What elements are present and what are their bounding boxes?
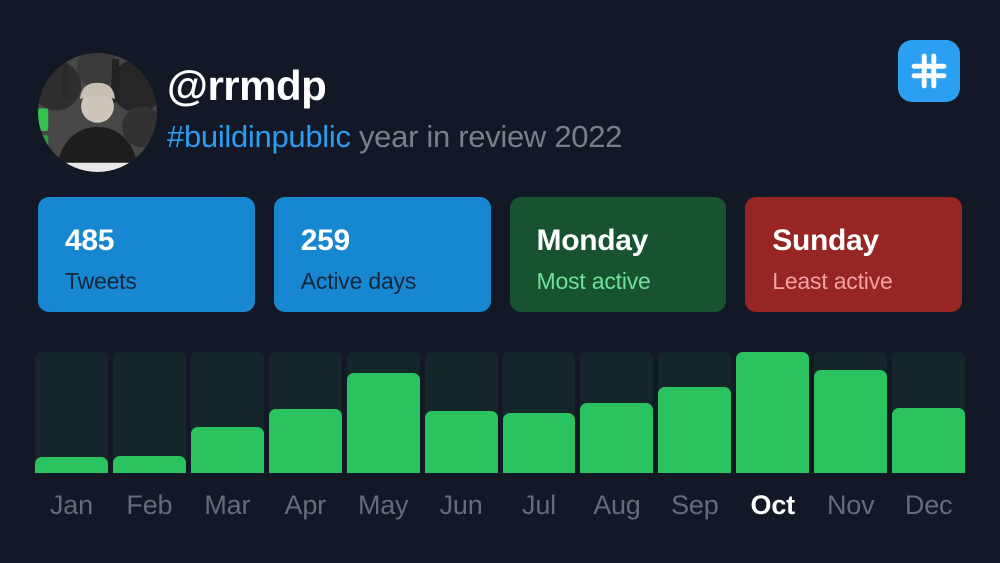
chart-column-sep xyxy=(658,352,732,473)
chart-column-oct xyxy=(736,352,810,473)
stats-row: 485 Tweets 259 Active days Monday Most active… xyxy=(38,197,962,312)
subtitle-rest: year in review 2022 xyxy=(350,119,623,155)
chart-column-jun xyxy=(424,352,498,473)
chart-column-feb xyxy=(112,352,186,473)
month-label-dec: Dec xyxy=(904,490,953,520)
chart-bar-jan xyxy=(35,457,108,473)
stat-card-tweets: 485 Tweets xyxy=(38,197,255,312)
month-label-may: May xyxy=(357,490,409,520)
chart-bar-dec xyxy=(892,407,966,473)
month-label-apr: Apr xyxy=(284,490,327,520)
hashtag: #buildinpublic xyxy=(167,119,351,155)
avatar-photo-placeholder xyxy=(38,53,157,172)
chart-bar-feb xyxy=(112,456,186,473)
chart-bar-may xyxy=(346,372,420,473)
chart-column-mar xyxy=(190,352,264,473)
month-label-sep: Sep xyxy=(671,490,719,520)
chart-column-aug xyxy=(580,352,654,473)
month-label-mar: Mar xyxy=(204,490,251,520)
chart-column-jan xyxy=(35,352,108,473)
stat-label: Least active xyxy=(772,268,893,294)
month-label-nov: Nov xyxy=(826,490,875,520)
monthly-activity-chart xyxy=(35,352,966,473)
stat-card-least-active: Sunday Least active xyxy=(745,197,962,312)
chart-column-nov xyxy=(814,352,888,473)
month-labels-row: Jan Feb Mar Apr May Jun Jul Aug Sep Oct Nov Dec xyxy=(35,490,965,521)
chart-column-dec xyxy=(892,352,966,473)
stat-card-most-active: Monday Most active xyxy=(509,197,727,312)
stat-label: Most active xyxy=(536,268,651,294)
header-titles: @rrmdp #buildinpublic year in review 202… xyxy=(167,62,622,155)
chart-bar-nov xyxy=(814,370,888,473)
chart-column-apr xyxy=(268,352,342,473)
chart-bar-jul xyxy=(502,412,576,473)
stat-value: Sunday xyxy=(772,224,879,257)
avatar xyxy=(38,53,157,172)
stat-label: Tweets xyxy=(65,268,137,294)
username: @rrmdp xyxy=(167,62,327,109)
chart-column-jul xyxy=(502,352,576,473)
chart-bar-oct xyxy=(736,352,810,473)
stat-value: Monday xyxy=(536,224,649,257)
chart-bar-mar xyxy=(190,427,264,473)
stat-value: 485 xyxy=(65,224,115,257)
stat-value: 259 xyxy=(300,224,350,257)
woven-hashtag-icon xyxy=(911,53,947,89)
month-label-jun: Jun xyxy=(439,490,483,520)
month-label-jan: Jan xyxy=(49,490,93,520)
chart-bar-aug xyxy=(580,402,654,473)
month-label-aug: Aug xyxy=(593,490,641,520)
month-label-feb: Feb xyxy=(126,490,173,520)
stat-label: Active days xyxy=(300,268,417,294)
month-label-oct: Oct xyxy=(750,490,796,520)
woven-hashtag-logo xyxy=(898,40,960,102)
subtitle: #buildinpublic year in review 2022 xyxy=(167,119,622,155)
chart-bar-jun xyxy=(424,411,498,473)
stat-card-active-days: 259 Active days xyxy=(273,197,491,312)
chart-column-may xyxy=(346,352,420,473)
month-label-jul: Jul xyxy=(522,490,556,520)
chart-bar-apr xyxy=(268,408,342,473)
chart-bar-sep xyxy=(658,387,732,473)
